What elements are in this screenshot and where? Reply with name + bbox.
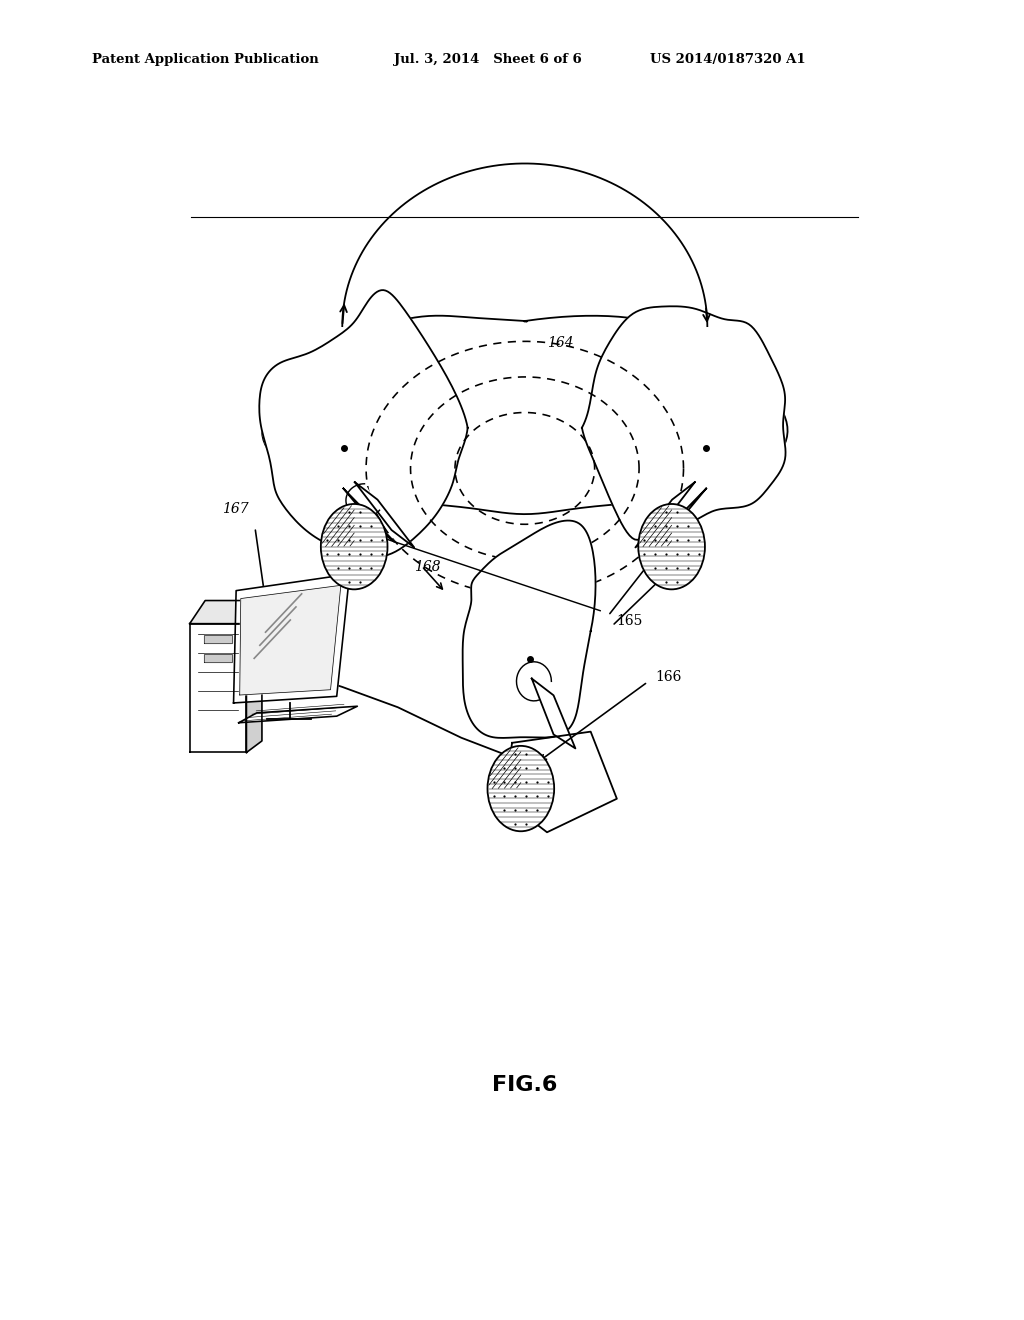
Polygon shape [516,661,551,701]
Text: 165: 165 [616,614,642,628]
Polygon shape [531,678,575,748]
Polygon shape [204,635,232,643]
Text: US 2014/0187320 A1: US 2014/0187320 A1 [650,53,806,66]
Circle shape [487,746,554,832]
Polygon shape [343,488,394,543]
Polygon shape [247,601,262,752]
Polygon shape [354,482,415,548]
Text: 166: 166 [655,669,682,684]
Text: Patent Application Publication: Patent Application Publication [92,53,318,66]
Polygon shape [259,290,468,557]
Polygon shape [233,574,349,704]
Circle shape [638,504,705,589]
Text: 167: 167 [222,502,249,516]
Polygon shape [582,306,785,540]
Polygon shape [189,601,262,623]
Polygon shape [463,520,596,738]
Polygon shape [655,488,707,543]
Polygon shape [504,731,616,833]
Text: FIG.6: FIG.6 [493,1076,557,1096]
Polygon shape [204,653,232,663]
Polygon shape [239,706,357,723]
Circle shape [321,504,387,589]
Polygon shape [240,585,341,696]
Polygon shape [189,623,247,752]
Polygon shape [635,482,695,548]
Polygon shape [346,483,380,517]
Text: 164: 164 [547,337,573,350]
Text: 168: 168 [414,560,440,574]
Polygon shape [262,315,787,513]
Text: Jul. 3, 2014   Sheet 6 of 6: Jul. 3, 2014 Sheet 6 of 6 [394,53,582,66]
